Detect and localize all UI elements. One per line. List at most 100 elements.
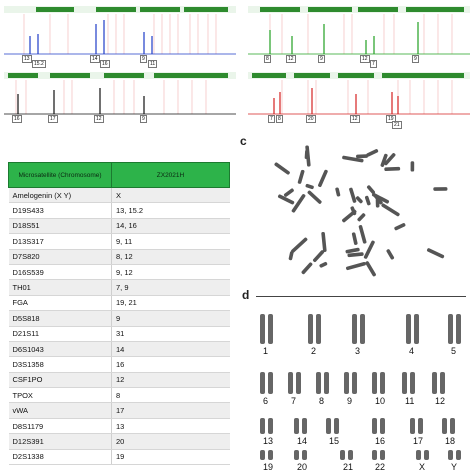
karyotype-chromosome <box>448 450 453 460</box>
karyotype-label: 21 <box>343 462 354 472</box>
karyotype-label: 4 <box>409 346 415 356</box>
karyotype-chromosome <box>340 450 345 460</box>
marker-cell: D21S11 <box>8 326 112 342</box>
karyotype-chromosome <box>348 450 353 460</box>
chromosome <box>384 153 396 166</box>
karyotype-chromosome <box>302 418 307 434</box>
chromosome <box>355 196 363 204</box>
table-row: FGA 19, 21 <box>8 295 230 312</box>
allele-label: 13 <box>22 55 32 63</box>
karyotype-chromosome <box>316 314 321 344</box>
karyotype-chromosome <box>334 418 339 434</box>
chromosome <box>312 250 325 263</box>
karyotype-chromosome <box>440 372 445 394</box>
genotype-cell: 12 <box>111 372 230 389</box>
marker-cell: FGA <box>8 295 112 312</box>
genotype-cell: 7, 9 <box>111 279 230 296</box>
karyotype-chromosome <box>316 372 321 394</box>
karyotype-chromosome <box>344 372 349 394</box>
marker-cell: D18S51 <box>8 218 112 235</box>
karyotype-label: 1 <box>263 346 269 356</box>
allele-label: 8 <box>276 115 283 123</box>
karyotype-chromosome <box>302 450 307 460</box>
table-row: D5S818 9 <box>8 310 230 327</box>
chromosome <box>297 169 305 184</box>
genotype-cell: 20 <box>111 433 230 450</box>
allele-label: 12 <box>94 115 104 123</box>
allele-label: 20 <box>306 115 316 123</box>
karyotype-chromosome <box>432 372 437 394</box>
karyotype-label: 17 <box>413 436 424 446</box>
marker-cell: D3S1358 <box>8 356 112 373</box>
allele-label: 15.2 <box>32 60 46 68</box>
karyotype-chromosome <box>456 314 461 344</box>
allele-label: 9 <box>140 55 147 63</box>
chromosome <box>342 155 364 163</box>
marker-cell: D19S433 <box>8 202 112 219</box>
allele-label: 9 <box>140 115 147 123</box>
karyotype-chromosome <box>260 314 265 344</box>
karyotype-label: 6 <box>263 396 269 406</box>
chromosome <box>291 194 306 213</box>
chromosome <box>380 153 388 167</box>
chromosome <box>342 209 357 223</box>
genotype-cell: 9, 12 <box>111 264 230 281</box>
table-row: D12S391 20 <box>8 433 230 450</box>
karyotype-label: 10 <box>375 396 386 406</box>
chromosome <box>347 252 364 258</box>
allele-label: 12 <box>360 55 370 63</box>
table-row: TPOX 8 <box>8 387 230 404</box>
karyotype: 1 2 3 4 5 6 7 8 9 10 11 12 13 14 15 16 17 18 19 20 21 22 X Y <box>252 298 472 474</box>
allele-label: 8 <box>264 55 271 63</box>
allele-label: 21 <box>392 121 402 129</box>
allele-label: 11 <box>148 60 158 68</box>
table-row: D19S433 13, 15.2 <box>8 202 230 219</box>
table-row: D16S539 9, 12 <box>8 264 230 281</box>
table-row: CSF1PO 12 <box>8 372 230 389</box>
chromosome <box>358 225 367 244</box>
karyotype-label: 11 <box>405 396 415 406</box>
karyotype-label: 20 <box>297 462 308 472</box>
karyotype-label: 19 <box>263 462 274 472</box>
chromosome <box>366 149 379 157</box>
allele-label: 12 <box>350 115 360 123</box>
karyotype-label: 9 <box>347 396 353 406</box>
chromosome <box>410 161 415 172</box>
karyotype-line <box>256 296 466 297</box>
karyotype-chromosome <box>380 372 385 394</box>
metaphase-chromosomes <box>274 145 448 277</box>
karyotype-chromosome <box>308 314 313 344</box>
genotype-cell: 9, 11 <box>111 233 230 250</box>
karyotype-chromosome <box>260 372 265 394</box>
chromosome <box>274 162 290 175</box>
chromosome <box>321 232 327 252</box>
marker-cell: TH01 <box>8 279 112 296</box>
genotype-cell: 14 <box>111 341 230 358</box>
table-row: D8S1179 13 <box>8 418 230 435</box>
chromosome <box>277 194 295 205</box>
karyotype-label: X <box>419 462 426 472</box>
table-row: vWA 17 <box>8 402 230 419</box>
electropherogram-green-trace <box>248 6 470 55</box>
karyotype-chromosome <box>296 372 301 394</box>
karyotype-chromosome <box>268 450 273 460</box>
marker-cell: vWA <box>8 402 112 419</box>
genotype-cell: 8, 12 <box>111 249 230 265</box>
allele-label: 14 <box>90 55 100 63</box>
allele-label: 19 <box>386 115 396 123</box>
karyotype-chromosome <box>450 418 455 434</box>
genotype-cell: 31 <box>111 326 230 342</box>
marker-cell: Amelogenin (X Y) <box>8 187 112 204</box>
karyotype-label: Y <box>451 462 458 472</box>
genotype-cell: 13, 15.2 <box>111 202 230 219</box>
chromosome <box>307 190 322 204</box>
karyotype-label: 13 <box>263 436 274 446</box>
karyotype-label: 22 <box>375 462 386 472</box>
chromosome <box>426 248 445 259</box>
karyotype-chromosome <box>456 450 461 460</box>
karyotype-chromosome <box>260 450 265 460</box>
marker-cell: D12S391 <box>8 433 112 450</box>
header-marker: Microsatellite (Chromosome) <box>8 162 112 188</box>
karyotype-chromosome <box>326 418 331 434</box>
genotype-cell: 19, 21 <box>111 295 230 312</box>
